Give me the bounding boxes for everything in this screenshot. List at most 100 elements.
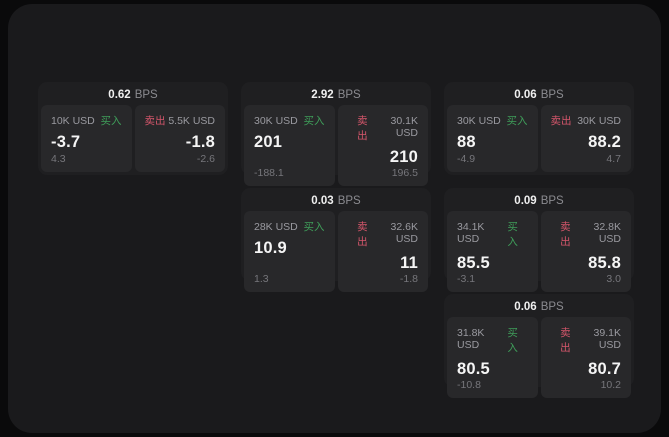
buy-notional: 10K USD: [51, 115, 95, 127]
sell-price: 210: [389, 148, 418, 166]
sell-tile-header: 卖出 5.5K USD: [145, 113, 216, 128]
buy-label: 买入: [506, 115, 528, 127]
buy-tile-header: 34.1K USD 买入: [457, 219, 528, 249]
bps-value: 2.92: [311, 89, 334, 101]
sell-notional: 32.8K USD: [593, 221, 621, 245]
buy-tile[interactable]: 30K USD 买入 201 -188.1: [244, 105, 335, 186]
quote-card: 2.92 BPS 30K USD 买入 201 -188.1 卖出 30.1K …: [241, 82, 431, 186]
card-header: 0.06 BPS: [447, 85, 631, 105]
sell-label: 卖出: [560, 221, 571, 248]
buy-sub-value: -10.8: [457, 379, 481, 391]
sell-sub-value: 4.7: [606, 153, 621, 165]
quote-card: 0.06 BPS 31.8K USD 买入 80.5 -10.8 卖出 39.1…: [444, 294, 634, 398]
card-body: 31.8K USD 买入 80.5 -10.8 卖出 39.1K USD 80.…: [447, 317, 631, 398]
buy-sub-value: 1.3: [254, 273, 269, 285]
sell-price: -1.8: [185, 133, 215, 151]
buy-notional: 28K USD: [254, 221, 298, 233]
sell-sub-value: 3.0: [606, 273, 621, 285]
buy-tile[interactable]: 31.8K USD 买入 80.5 -10.8: [447, 317, 538, 398]
sell-tile-header: 卖出 30K USD: [551, 113, 622, 128]
quote-card: 0.03 BPS 28K USD 买入 10.9 1.3 卖出 32.6K US…: [241, 188, 431, 292]
sell-label: 卖出: [560, 327, 571, 354]
buy-tile[interactable]: 30K USD 买入 88 -4.9: [447, 105, 538, 172]
buy-price: 88: [457, 133, 476, 151]
buy-sub-value: -3.1: [457, 273, 476, 285]
sell-sub-value: -1.8: [399, 273, 418, 285]
buy-tile[interactable]: 34.1K USD 买入 85.5 -3.1: [447, 211, 538, 292]
card-body: 34.1K USD 买入 85.5 -3.1 卖出 32.8K USD 85.8…: [447, 211, 631, 292]
bps-unit-label: BPS: [337, 89, 361, 101]
sell-label: 卖出: [144, 115, 166, 127]
bps-unit-label: BPS: [540, 89, 564, 101]
buy-price: -3.7: [51, 133, 81, 151]
sell-sub-value: 10.2: [600, 379, 621, 391]
card-header: 0.06 BPS: [447, 297, 631, 317]
buy-tile-header: 30K USD 买入: [457, 113, 528, 128]
sell-sub-value: -2.6: [196, 153, 215, 165]
sell-notional: 5.5K USD: [168, 115, 215, 127]
buy-notional: 30K USD: [254, 115, 298, 127]
sell-notional: 30K USD: [577, 115, 621, 127]
buy-label: 买入: [100, 115, 122, 127]
sell-tile[interactable]: 卖出 32.6K USD 11 -1.8: [337, 211, 428, 292]
card-body: 30K USD 买入 88 -4.9 卖出 30K USD 88.2 4.7: [447, 105, 631, 172]
buy-sub-value: -188.1: [254, 167, 284, 179]
bps-unit-label: BPS: [134, 89, 158, 101]
sell-tile-header: 卖出 39.1K USD: [551, 325, 621, 355]
sell-tile[interactable]: 卖出 39.1K USD 80.7 10.2: [540, 317, 631, 398]
bps-unit-label: BPS: [540, 301, 564, 313]
bps-value: 0.06: [514, 301, 537, 313]
bps-value: 0.06: [514, 89, 537, 101]
cards-grid: 0.62 BPS 10K USD 买入 -3.7 4.3 卖出 5.5K USD…: [38, 82, 634, 398]
buy-sub-value: 4.3: [51, 153, 66, 165]
bps-value: 0.03: [311, 195, 334, 207]
quote-card: 0.09 BPS 34.1K USD 买入 85.5 -3.1 卖出 32.8K…: [444, 188, 634, 292]
bps-value: 0.62: [108, 89, 131, 101]
buy-price: 80.5: [457, 360, 490, 378]
buy-label: 买入: [303, 115, 325, 127]
buy-tile-header: 28K USD 买入: [254, 219, 325, 234]
buy-notional: 31.8K USD: [457, 327, 485, 351]
card-body: 30K USD 买入 201 -188.1 卖出 30.1K USD 210 1…: [244, 105, 428, 186]
buy-tile[interactable]: 28K USD 买入 10.9 1.3: [244, 211, 335, 292]
sell-notional: 39.1K USD: [593, 327, 621, 351]
sell-tile-header: 卖出 32.8K USD: [551, 219, 621, 249]
card-body: 10K USD 买入 -3.7 4.3 卖出 5.5K USD -1.8 -2.…: [41, 105, 225, 172]
sell-sub-value: 196.5: [391, 167, 418, 179]
sell-tile[interactable]: 卖出 30K USD 88.2 4.7: [540, 105, 631, 172]
sell-price: 80.7: [588, 360, 621, 378]
sell-tile[interactable]: 卖出 32.8K USD 85.8 3.0: [540, 211, 631, 292]
buy-price: 201: [254, 133, 283, 151]
card-header: 0.03 BPS: [244, 191, 428, 211]
card-header: 2.92 BPS: [244, 85, 428, 105]
buy-price: 10.9: [254, 239, 287, 257]
buy-sub-value: -4.9: [457, 153, 476, 165]
buy-tile[interactable]: 10K USD 买入 -3.7 4.3: [41, 105, 132, 172]
buy-tile-header: 31.8K USD 买入: [457, 325, 528, 355]
sell-price: 88.2: [588, 133, 621, 151]
buy-price: 85.5: [457, 254, 490, 272]
buy-notional: 34.1K USD: [457, 221, 485, 245]
card-header: 0.62 BPS: [41, 85, 225, 105]
card-body: 28K USD 买入 10.9 1.3 卖出 32.6K USD 11 -1.8: [244, 211, 428, 292]
sell-tile-header: 卖出 30.1K USD: [348, 113, 418, 143]
quote-card: 0.62 BPS 10K USD 买入 -3.7 4.3 卖出 5.5K USD…: [38, 82, 228, 175]
bps-value: 0.09: [514, 195, 537, 207]
buy-label: 买入: [303, 221, 325, 233]
sell-price: 85.8: [588, 254, 621, 272]
bps-unit-label: BPS: [540, 195, 564, 207]
quote-card: 0.06 BPS 30K USD 买入 88 -4.9 卖出 30K USD 8…: [444, 82, 634, 175]
sell-label: 卖出: [357, 221, 368, 248]
buy-tile-header: 10K USD 买入: [51, 113, 122, 128]
bps-unit-label: BPS: [337, 195, 361, 207]
sell-label: 卖出: [357, 115, 368, 142]
sell-notional: 32.6K USD: [390, 221, 418, 245]
sell-notional: 30.1K USD: [390, 115, 418, 139]
buy-tile-header: 30K USD 买入: [254, 113, 325, 128]
main-panel: 0.62 BPS 10K USD 买入 -3.7 4.3 卖出 5.5K USD…: [8, 4, 661, 433]
sell-tile[interactable]: 卖出 30.1K USD 210 196.5: [337, 105, 428, 186]
buy-notional: 30K USD: [457, 115, 501, 127]
sell-price: 11: [400, 254, 418, 272]
sell-tile[interactable]: 卖出 5.5K USD -1.8 -2.6: [134, 105, 225, 172]
buy-label: 买入: [507, 327, 518, 354]
